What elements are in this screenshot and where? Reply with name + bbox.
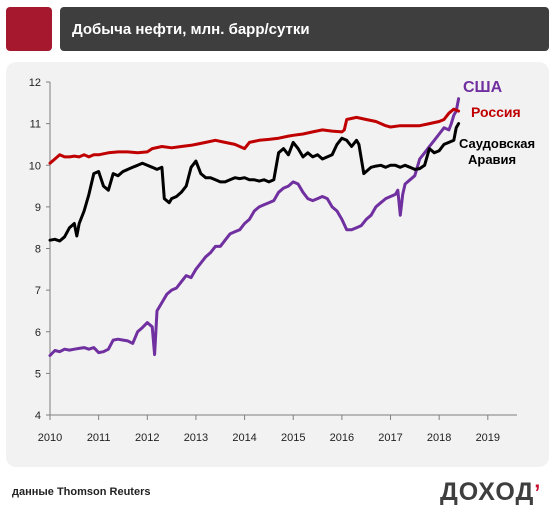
x-tick-label: 2011 [87, 432, 111, 444]
x-tick-label: 2013 [184, 432, 208, 444]
y-tick-label: 10 [29, 160, 41, 172]
chart-title: Добыча нефти, млн. барр/сутки [72, 20, 310, 38]
x-tick-label: 2017 [378, 432, 402, 444]
x-tick-label: 2014 [232, 432, 256, 444]
brand-square [6, 7, 52, 51]
y-tick-label: 4 [35, 410, 41, 422]
y-tick-label: 11 [30, 119, 41, 131]
series-label-russia: Россия [471, 104, 521, 120]
series-labels: США Россия Саудовская Аравия [459, 79, 535, 167]
series-label-saudi-line2: Аравия [468, 152, 516, 167]
series-line-usa [48, 97, 461, 357]
x-tick-label: 2015 [281, 432, 305, 444]
y-tick-label: 6 [35, 327, 41, 339]
x-tick-label: 2016 [330, 432, 354, 444]
brand-logo: ДОХОД’ [440, 478, 541, 507]
x-tick-label: 2018 [427, 432, 451, 444]
y-tick-label: 7 [35, 285, 41, 297]
y-tick-label: 12 [29, 77, 41, 89]
series-label-usa: США [463, 79, 503, 96]
chart-axes: 4 5 6 7 8 9 10 11 12 2010 2011 2012 2013 2014 2015 2016… [29, 77, 517, 444]
chart-lines [48, 97, 461, 357]
x-tick-label: 2019 [476, 432, 500, 444]
series-label-saudi-line1: Саудовская [459, 136, 535, 151]
y-tick-label: 5 [35, 368, 41, 380]
source-note: данные Thomson Reuters [12, 486, 151, 498]
title-bar: Добыча нефти, млн. барр/сутки [60, 7, 549, 51]
series-line-saudi-arabia [48, 122, 461, 243]
x-tick-label: 2012 [135, 432, 159, 444]
logo-accent: ’ [534, 480, 542, 505]
x-tick-label: 2010 [38, 432, 62, 444]
logo-text: ДОХОД [440, 478, 535, 506]
chart-panel [6, 62, 549, 467]
series-line-russia [48, 107, 461, 165]
y-tick-label: 8 [35, 244, 41, 256]
y-tick-label: 9 [35, 202, 41, 214]
